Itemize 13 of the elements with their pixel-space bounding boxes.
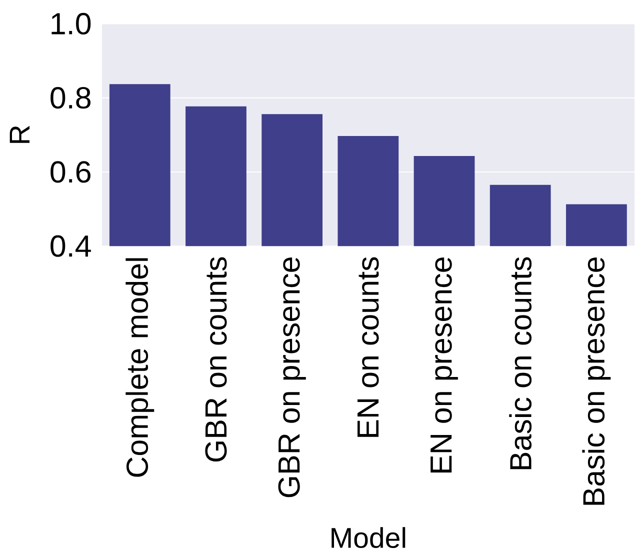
x-tick-label: Complete model (126, 258, 154, 477)
x-tick-label: EN on counts (358, 257, 379, 437)
y-tick-label: 0.8 (50, 86, 90, 108)
x-tick-label: Basic on counts (509, 257, 532, 469)
x-tick-label: EN on presence (430, 257, 458, 472)
y-tick-label: 1.0 (52, 12, 91, 34)
y-tick-label: 0.4 (50, 235, 91, 257)
x-tick-label: GBR on counts (205, 257, 227, 462)
y-axis-title: R (10, 126, 30, 143)
y-tick-label: 0.6 (50, 160, 90, 183)
x-tick-label: Basic on presence (582, 257, 611, 505)
x-tick-label: GBR on presence (278, 257, 306, 498)
x-axis-title: Model (332, 526, 406, 548)
